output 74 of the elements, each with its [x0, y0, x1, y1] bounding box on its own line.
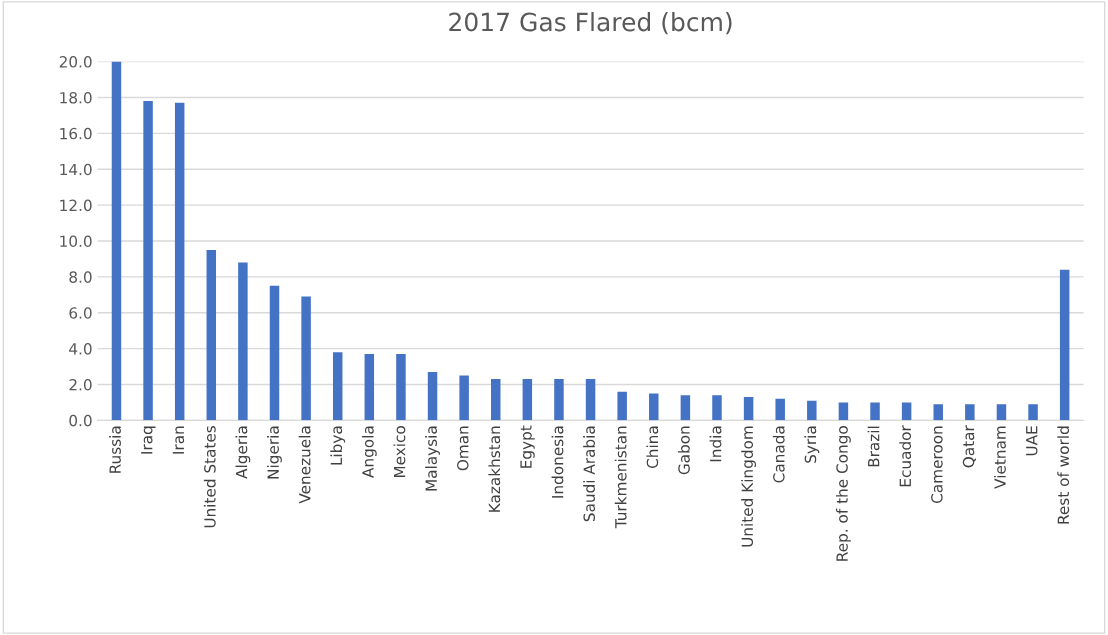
- bar: [332, 352, 343, 421]
- bar: [775, 398, 785, 421]
- x-tick-label: Russia: [109, 426, 121, 473]
- x-tick-label: Libya: [330, 426, 346, 465]
- bar: [238, 262, 248, 421]
- y-tick-label: 6.0: [69, 307, 92, 319]
- y-tick-label: 18.0: [60, 91, 92, 104]
- bar: [933, 404, 943, 421]
- x-tick-label: Qatar: [962, 425, 977, 468]
- bar: [649, 393, 659, 421]
- bar: [554, 379, 564, 421]
- y-tick-label: 10.0: [60, 235, 92, 247]
- y-tick-label: 4.0: [69, 343, 92, 355]
- bar: [522, 379, 533, 421]
- y-tick-label: 8.0: [69, 271, 92, 283]
- x-tick-label: Egypt: [520, 425, 535, 468]
- bar: [585, 379, 596, 421]
- x-tick-label: Turkmenistan: [614, 426, 627, 529]
- x-tick-label: Rest of world: [1057, 426, 1070, 524]
- x-tick-label: Saudi Arabia: [583, 426, 595, 522]
- y-tick-label: 16.0: [60, 127, 92, 140]
- bar: [743, 397, 754, 421]
- bar: [364, 354, 375, 421]
- bar: [1028, 404, 1038, 421]
- bar: [427, 371, 438, 421]
- x-tick-label: Brazil: [867, 426, 880, 467]
- bar: [174, 102, 185, 421]
- x-tick-label: China: [646, 426, 659, 469]
- x-tick-label: Vietnam: [994, 426, 1006, 489]
- x-tick-label: Ecuador: [899, 425, 912, 487]
- x-tick-label: Cameroon: [931, 426, 943, 503]
- bar: [111, 61, 122, 421]
- y-tick-label: 0.0: [69, 414, 92, 427]
- bar: [617, 391, 627, 421]
- x-tick-label: Venezuela: [298, 426, 311, 504]
- x-tick-label: Syria: [804, 426, 820, 463]
- x-tick-label: Algeria: [235, 426, 251, 479]
- x-tick-label: Oman: [457, 426, 469, 471]
- bar: [838, 402, 849, 421]
- y-tick-label: 20.0: [59, 56, 92, 68]
- bar: [1059, 269, 1070, 421]
- chart-title: 2017 Gas Flared (bcm): [449, 12, 732, 35]
- bar: [269, 285, 280, 421]
- x-tick-label: UAE: [1026, 426, 1038, 456]
- x-tick-label: United States: [203, 425, 216, 528]
- bar: [680, 395, 691, 421]
- x-tick-label: India: [709, 426, 722, 462]
- x-tick-label: Gabon: [677, 426, 690, 475]
- bar: [301, 296, 311, 421]
- bar: [807, 400, 817, 421]
- bar: [396, 354, 406, 421]
- x-tick-label: Kazakhstan: [488, 426, 501, 512]
- y-tick-label: 14.0: [60, 163, 92, 176]
- bar: [870, 402, 880, 421]
- x-tick-label: Angola: [361, 426, 377, 478]
- x-tick-label: Canada: [772, 426, 785, 483]
- bar: [965, 404, 975, 421]
- bar: [901, 402, 912, 421]
- bar: [206, 249, 217, 421]
- bar: [712, 395, 722, 421]
- x-tick-label: Iraq: [141, 426, 156, 454]
- x-tick-label: Mexico: [393, 426, 406, 478]
- y-tick-label: 12.0: [60, 199, 92, 212]
- x-tick-label: Malaysia: [425, 426, 440, 491]
- x-tick-label: Iran: [172, 426, 185, 454]
- y-tick-label: 2.0: [69, 378, 92, 391]
- x-tick-label: Indonesia: [551, 426, 564, 498]
- bar: [491, 379, 501, 421]
- bar: [459, 375, 469, 421]
- x-tick-label: United Kingdom: [741, 426, 756, 547]
- bar: [996, 404, 1007, 421]
- x-tick-label: Nigeria: [267, 426, 282, 479]
- x-tick-label: Rep. of the Congo: [836, 426, 851, 561]
- bar: [143, 101, 153, 421]
